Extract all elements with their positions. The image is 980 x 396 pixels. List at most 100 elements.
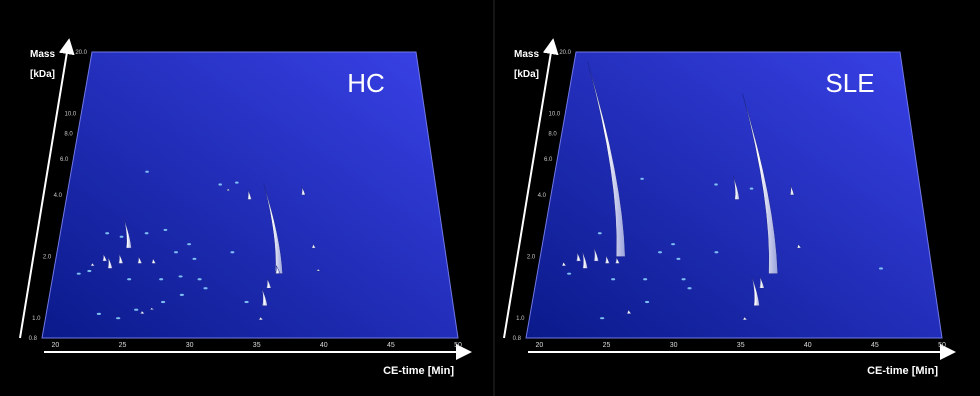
y-tick-label: 10.0 (65, 112, 77, 118)
chart-panel-hc: 0.8 1.0 2.0 4.0 6.0 8.0 10.0 20.0 20 25 30 35 40 45 50… (19, 38, 472, 377)
data-dot (749, 187, 754, 190)
y-axis-arrow (19, 38, 75, 339)
data-dot (178, 275, 183, 278)
data-dot (567, 272, 572, 275)
y-axis-label: Mass (514, 49, 539, 60)
peak (758, 276, 765, 289)
data-dot (658, 251, 662, 254)
peak (107, 256, 113, 269)
y-tick-label: 20.0 (75, 50, 87, 56)
data-dot (235, 181, 239, 184)
data-dot (197, 278, 202, 281)
peak (751, 275, 760, 307)
data-dot (174, 251, 178, 254)
peak (265, 278, 272, 289)
peak (315, 268, 322, 272)
peak (246, 189, 253, 200)
peak (310, 243, 317, 249)
panel-title: HC (347, 68, 385, 98)
peak (561, 261, 567, 267)
peak (741, 316, 748, 321)
x-tick-label: 50 (454, 342, 462, 349)
x-tick-label: 50 (938, 342, 946, 349)
data-dot (105, 232, 110, 235)
y-tick-label: 4.0 (54, 193, 63, 199)
peak (139, 310, 146, 315)
surface-plane (525, 51, 943, 339)
data-dot (681, 278, 686, 281)
x-axis-label: CE-time [Min] (867, 365, 938, 377)
data-dot (218, 183, 223, 186)
x-tick-label: 30 (186, 342, 194, 349)
data-dot (187, 243, 192, 246)
x-tick-label: 35 (737, 342, 745, 349)
data-dot (878, 267, 884, 270)
data-dot (676, 257, 681, 260)
peak (732, 175, 740, 200)
y-tick-label: 8.0 (64, 131, 73, 137)
data-dot (179, 293, 184, 296)
peak (587, 61, 626, 257)
y-tick-label: 8.0 (548, 131, 557, 137)
data-dot (599, 317, 605, 320)
data-dot (145, 170, 149, 173)
y-tick-label: 10.0 (549, 112, 561, 118)
peak (593, 247, 600, 262)
x-tick-label: 35 (253, 342, 261, 349)
peak (149, 307, 156, 310)
data-dot (119, 235, 124, 238)
x-tick-label: 25 (119, 342, 127, 349)
peak (742, 93, 779, 274)
data-dot (163, 228, 168, 232)
peak (625, 309, 632, 315)
data-dot (87, 269, 92, 273)
y-tick-label: 6.0 (544, 157, 553, 163)
peak (150, 257, 157, 264)
y-tick-label: 6.0 (60, 157, 69, 163)
peak (257, 316, 264, 321)
data-dot (644, 300, 650, 304)
data-dot (643, 278, 648, 281)
data-dot (144, 232, 149, 235)
x-tick-label: 20 (52, 342, 60, 349)
x-tick-label: 30 (670, 342, 678, 349)
data-dot (244, 300, 249, 304)
data-dot (192, 257, 197, 260)
data-dot (127, 278, 132, 281)
data-dot (230, 251, 235, 254)
y-tick-label: 1.0 (516, 316, 525, 322)
x-tick-label: 20 (536, 342, 544, 349)
y-tick-label: 4.0 (538, 193, 547, 199)
y-tick-label: 0.8 (29, 336, 38, 342)
data-dot (203, 287, 208, 290)
peak (263, 183, 283, 274)
data-dot (611, 278, 616, 281)
peak (796, 243, 802, 249)
peak (261, 287, 268, 307)
y-tick-label: 20.0 (559, 50, 571, 56)
x-axis-label: CE-time [Min] (383, 365, 454, 377)
data-dot (597, 232, 602, 235)
y-axis-unit-label: [kDa] (30, 69, 55, 80)
x-tick-label: 40 (320, 342, 328, 349)
data-dot (134, 308, 139, 311)
data-dot (96, 312, 102, 315)
peak (300, 186, 306, 196)
y-tick-label: 1.0 (32, 316, 41, 322)
data-dot (671, 243, 676, 246)
panel-title: SLE (825, 68, 874, 98)
y-axis-unit-label: [kDa] (514, 69, 539, 80)
data-dot (714, 183, 718, 186)
peak (581, 250, 589, 269)
peak (575, 252, 582, 262)
data-dot (159, 278, 164, 281)
y-tick-label: 2.0 (527, 255, 536, 261)
data-dot (76, 272, 81, 275)
peak (614, 256, 621, 264)
peak (123, 218, 132, 249)
x-tick-label: 40 (804, 342, 812, 349)
data-dot (160, 300, 166, 304)
data-dot (687, 287, 692, 290)
